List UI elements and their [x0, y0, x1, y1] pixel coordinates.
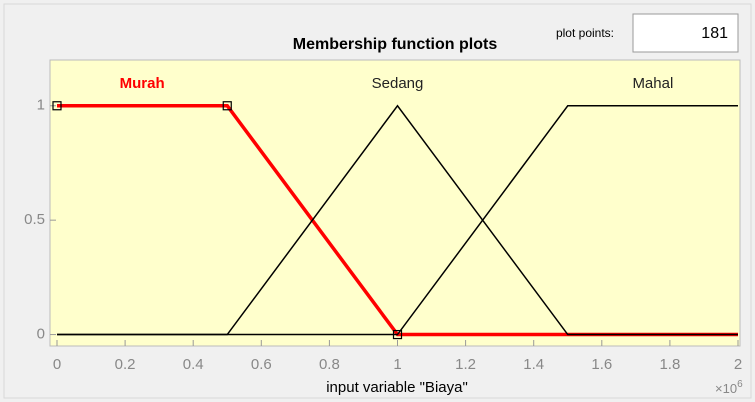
- x-tick-label: 2: [734, 356, 742, 373]
- panel-border: [3, 3, 752, 399]
- series-label: Murah: [120, 75, 165, 92]
- x-tick-label: 0.6: [251, 356, 272, 373]
- x-multiplier: ×106: [715, 379, 743, 397]
- y-tick-label: 1: [37, 97, 45, 114]
- y-tick-label: 0.5: [24, 211, 45, 228]
- x-axis-label: input variable "Biaya": [326, 379, 468, 396]
- x-tick-label: 0: [53, 356, 61, 373]
- plot-points-value[interactable]: 181: [701, 25, 728, 42]
- x-tick-label: 1.6: [591, 356, 612, 373]
- plot-area: [49, 59, 741, 347]
- vertex-marker: [52, 101, 62, 111]
- x-tick-label: 0.8: [319, 356, 340, 373]
- plot-points-input[interactable]: [632, 13, 739, 53]
- x-tick-label: 0.2: [115, 356, 136, 373]
- chart-title: Membership function plots: [293, 36, 498, 53]
- x-tick-label: 1.4: [523, 356, 544, 373]
- x-tick-label: 1.8: [659, 356, 680, 373]
- x-multiplier-base: ×10: [715, 381, 737, 396]
- series-label: Sedang: [372, 75, 424, 92]
- membership-line: [57, 105, 738, 336]
- x-tick-label: 0.4: [183, 356, 204, 373]
- y-tick-label: 0: [37, 326, 45, 343]
- x-multiplier-exponent: 6: [737, 379, 743, 390]
- series-label: Mahal: [632, 75, 673, 92]
- x-tick-label: 1: [393, 356, 401, 373]
- vertex-marker: [392, 329, 403, 340]
- vertex-marker: [222, 101, 232, 111]
- plot-points-label: plot points:: [556, 26, 614, 40]
- x-tick-label: 1.2: [455, 356, 476, 373]
